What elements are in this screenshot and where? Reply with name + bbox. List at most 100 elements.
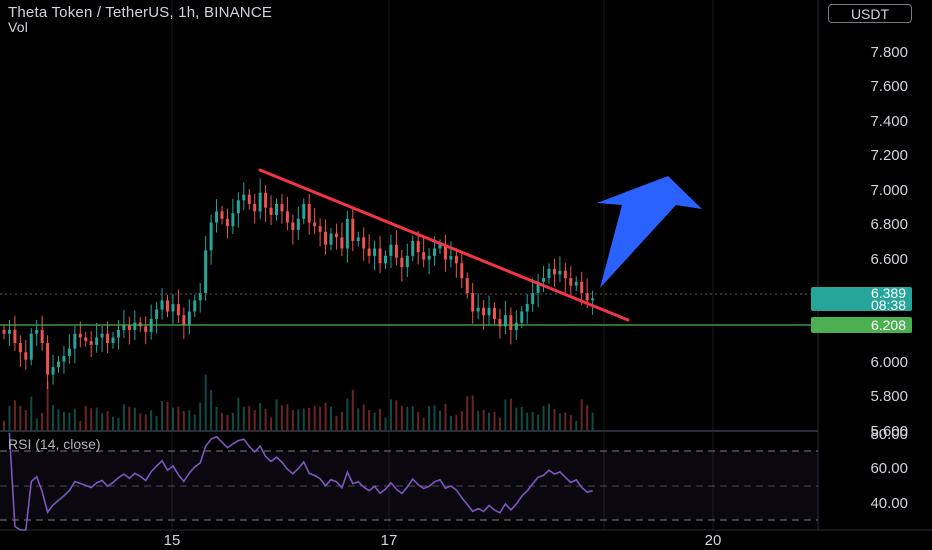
volume-bar [226, 415, 229, 430]
candle-body [498, 318, 502, 327]
candle [503, 300, 507, 335]
candle-body [258, 192, 262, 212]
volume-bar [340, 411, 343, 430]
price-tick: 6.600 [870, 251, 908, 268]
candle-body [400, 257, 404, 267]
candle-body [405, 255, 409, 267]
candle-body [78, 333, 82, 338]
candle-body [503, 315, 507, 327]
descending-trendline[interactable] [258, 168, 630, 322]
volume-bar [95, 407, 98, 430]
candle [296, 206, 300, 240]
candle [318, 218, 322, 247]
candle-body [433, 248, 437, 256]
volume-bar [449, 415, 452, 430]
candle [198, 282, 202, 313]
candle [465, 272, 469, 299]
candle [487, 295, 491, 326]
breakout-arrow-icon[interactable] [597, 176, 702, 288]
volume-bar [155, 416, 158, 430]
candle-body [389, 244, 393, 256]
candle-body [166, 300, 169, 312]
volume-bar [150, 410, 153, 430]
candle-body [231, 213, 235, 227]
candle-body [351, 218, 355, 242]
candle-body [345, 218, 349, 249]
volume-bar [210, 390, 213, 430]
candle [166, 294, 169, 318]
volume-bar [400, 406, 403, 430]
candle-body [209, 222, 213, 251]
candle [24, 340, 28, 370]
symbol-title[interactable]: Theta Token / TetherUS, 1h, BINANCE [8, 4, 273, 21]
candle [340, 222, 344, 257]
candle-body [253, 203, 257, 212]
candle [460, 251, 464, 289]
volume-bar [215, 406, 218, 430]
volume-bar [231, 412, 234, 430]
candle-body [291, 222, 295, 230]
candle [493, 302, 496, 325]
candle [264, 185, 268, 223]
candle-body [525, 304, 529, 312]
candle-body [373, 248, 377, 256]
candle [106, 321, 110, 354]
candle-body [13, 330, 17, 344]
volume-bar [24, 410, 27, 430]
candle-body [307, 203, 311, 223]
candle-body [95, 337, 99, 345]
volume-bar [335, 415, 338, 430]
candle [253, 193, 257, 224]
candle-body [40, 330, 44, 344]
candle-body [454, 255, 458, 264]
candle [280, 193, 284, 224]
volume-bar [509, 398, 512, 430]
time-axis[interactable]: 15 17 20 [164, 532, 722, 549]
candle-body [585, 292, 589, 301]
volume-bar [531, 411, 534, 430]
rsi-tick: 80.00 [870, 426, 908, 443]
candle [302, 198, 306, 225]
volume-bar [433, 405, 436, 430]
volume-bar [379, 408, 382, 430]
price-scale[interactable]: 7.800 7.600 7.400 7.200 7.000 6.800 6.60… [870, 44, 908, 440]
candle [182, 307, 186, 339]
volume-bar [161, 401, 164, 430]
candle [160, 288, 164, 320]
candle-body [394, 244, 398, 258]
volume-bar [128, 406, 131, 430]
candle [285, 196, 289, 231]
currency-button[interactable]: USDT [828, 4, 912, 23]
candle-body [493, 307, 496, 319]
candle-body [176, 304, 180, 316]
volume-bar [41, 412, 44, 430]
volume-label[interactable]: Vol [8, 19, 29, 35]
candle-body [171, 304, 175, 312]
volume-bar [253, 410, 256, 430]
candle [242, 182, 246, 211]
candle [127, 316, 131, 345]
candle-body [187, 311, 191, 325]
candle [73, 325, 77, 364]
volume-bar [548, 403, 550, 430]
candle [563, 262, 567, 293]
time-tick: 15 [164, 532, 181, 549]
volume-bar [564, 412, 567, 430]
rsi-legend[interactable]: RSI (14, close) [8, 436, 101, 452]
candle [307, 193, 311, 235]
volume-bar [362, 404, 365, 430]
candle [122, 310, 126, 338]
volume-bar [389, 399, 392, 430]
chart-legend[interactable]: Theta Token / TetherUS, 1h, BINANCE Vol [8, 4, 272, 35]
volume-bar [19, 406, 22, 430]
candle-body [106, 333, 110, 344]
candle-body [552, 268, 556, 275]
volume-bar [46, 381, 49, 430]
candle-body [285, 211, 289, 223]
volume-bar [460, 411, 463, 430]
candle [400, 249, 404, 282]
support-badge-value: 6.208 [871, 317, 906, 333]
rsi-pane[interactable]: 80.00 60.00 40.00 [0, 426, 908, 531]
candlestick-series[interactable] [2, 178, 595, 390]
